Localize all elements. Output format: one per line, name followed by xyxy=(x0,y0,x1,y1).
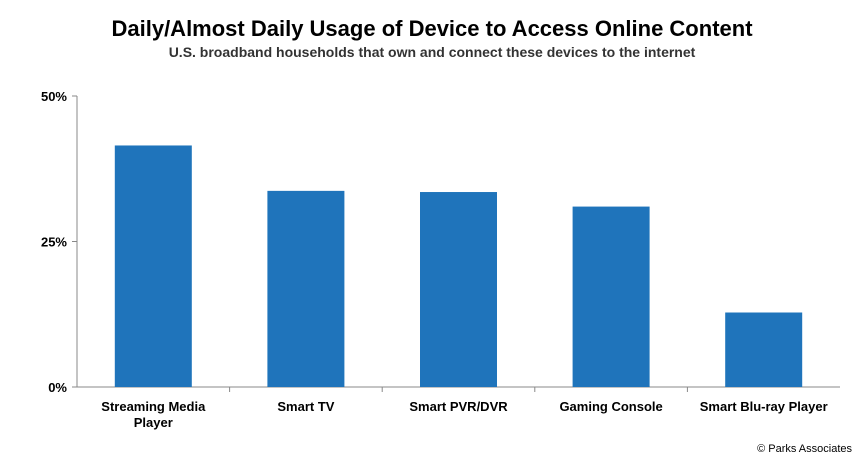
x-tick-label: Player xyxy=(134,415,173,430)
bar xyxy=(114,145,192,387)
bar xyxy=(267,190,345,387)
bar xyxy=(572,206,650,387)
copyright-credit: © Parks Associates xyxy=(757,443,852,455)
y-tick-label: 0% xyxy=(48,380,67,395)
chart-subtitle: U.S. broadband households that own and c… xyxy=(168,44,696,60)
y-tick-label: 50% xyxy=(41,89,67,104)
bar xyxy=(420,192,497,387)
x-tick-label: Smart PVR/DVR xyxy=(409,399,508,414)
x-tick-label: Smart Blu-ray Player xyxy=(700,399,828,414)
bar xyxy=(725,312,803,387)
x-tick-label: Streaming Media xyxy=(101,399,206,414)
x-tick-label: Smart TV xyxy=(277,399,334,414)
x-tick-label: Gaming Console xyxy=(559,399,662,414)
y-tick-label: 25% xyxy=(41,235,67,250)
chart-title: Daily/Almost Daily Usage of Device to Ac… xyxy=(111,16,753,41)
